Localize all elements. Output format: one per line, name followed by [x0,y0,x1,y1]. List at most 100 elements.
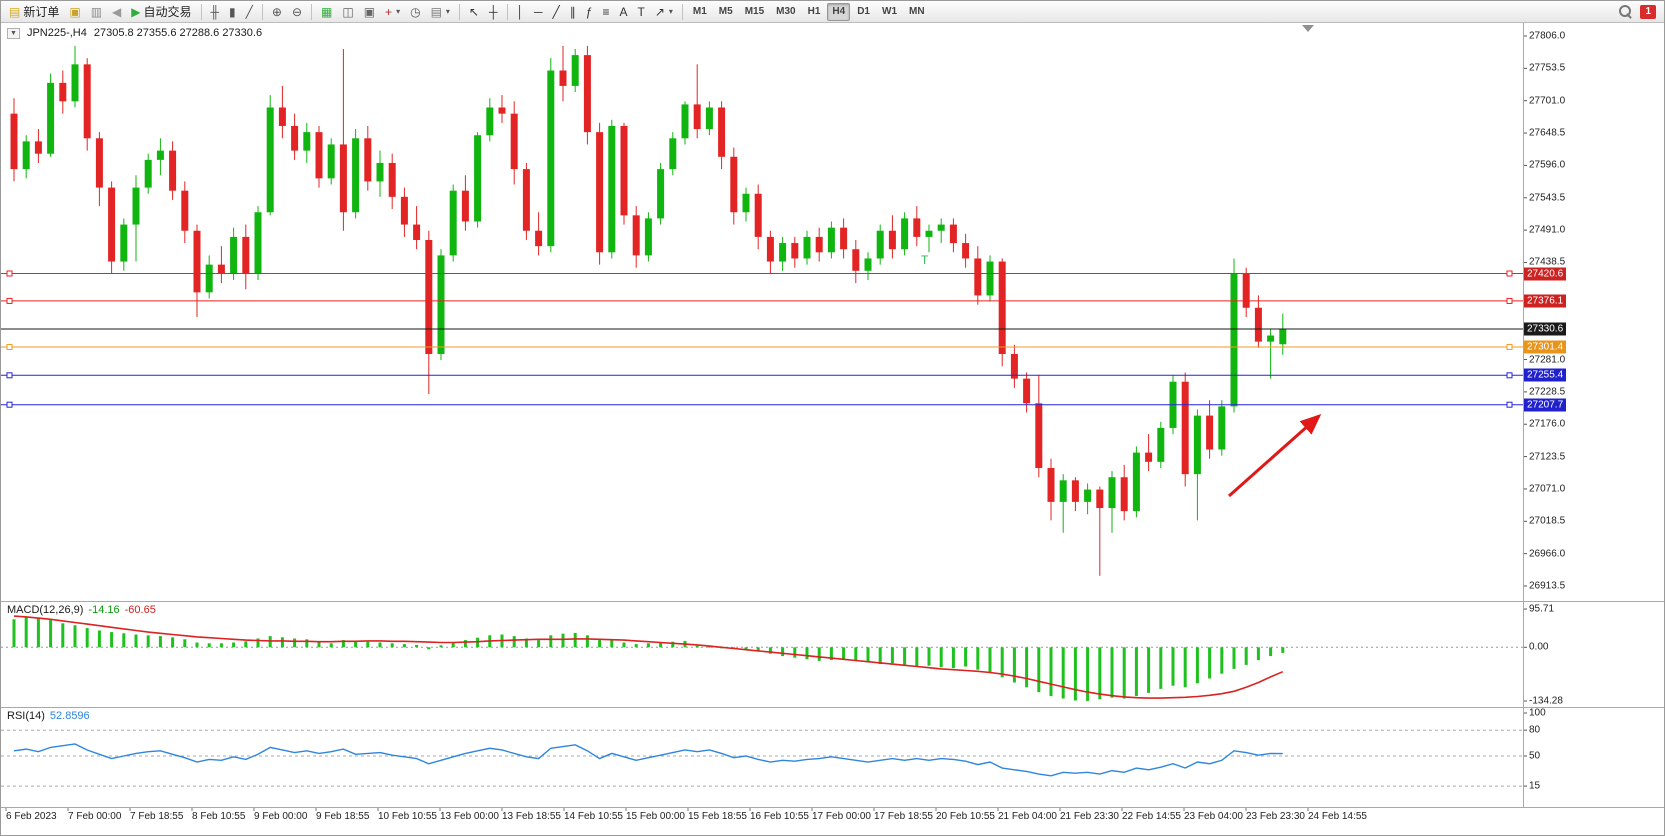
notification-badge[interactable]: 1 [1640,4,1656,19]
macd-signal-line [13,615,1284,699]
timeframe-m1-button[interactable]: M1 [692,6,707,17]
resistance-line-2-handle[interactable] [1506,297,1513,304]
ohlc-bars-button[interactable]: ╫ [207,3,224,21]
candle-body [937,224,945,231]
timeframe-m5-button[interactable]: M5 [718,6,733,17]
macd-histogram-bar [427,647,431,650]
candle-body [278,107,286,126]
timeframe-m30-button[interactable]: M30 [776,6,796,17]
zoom-in-button[interactable]: ⊕ [268,3,286,21]
period-button[interactable]: ◷ [406,3,424,21]
profiles-button[interactable]: ▥ [87,3,106,21]
crosshair-button[interactable]: ┼ [485,3,502,21]
vertical-line-button[interactable]: │ [513,3,529,21]
resistance-line-1-handle[interactable] [1506,270,1513,277]
arrows-button[interactable]: ↗ ▾ [651,3,677,21]
autotrade-button[interactable]: ▶ 自动交易 [127,3,195,21]
support-line-2-handle[interactable] [6,401,13,408]
text-annotation[interactable]: T [921,253,929,267]
macd-histogram-bar [671,641,675,648]
label-button[interactable]: T [633,3,648,21]
timeframe-h1-button[interactable]: H1 [807,6,821,17]
support-line-2-price-badge: 27207.7 [1524,398,1567,412]
text-icon: A [619,4,628,19]
timeframe-mn-button[interactable]: MN [909,6,925,17]
arrange-windows-button[interactable]: ◫ [338,3,357,21]
separator-rsi-timeaxis [1,807,1664,808]
pivot-line-orange-handle[interactable] [6,343,13,350]
cascade-windows-button[interactable]: ▣ [360,3,379,21]
snapshot-button[interactable]: ▤ ▾ [427,3,454,21]
support-line-1-handle[interactable] [1506,372,1513,379]
channel-button[interactable]: ∥ [566,3,580,21]
timeframe-m15-button[interactable]: M15 [744,6,765,17]
trend-arrow-annotation[interactable] [1228,414,1322,498]
chart-symbol: JPN225-,H4 [26,27,87,39]
separator-chart-macd[interactable] [1,601,1664,602]
zoom-out-button[interactable]: ⊖ [288,3,306,21]
time-axis-label: 13 Feb 00:00 [440,811,499,822]
tile-windows-icon: ▦ [321,4,333,19]
time-axis-label: 16 Feb 10:55 [750,811,809,822]
timeframe-w1-button[interactable]: W1 [882,6,897,17]
macd-histogram-bar [524,638,528,648]
cursor-button[interactable]: ↖ [465,3,483,21]
tile-windows-button[interactable]: ▦ [317,3,336,21]
macd-histogram-bar [305,639,309,648]
macd-histogram-bar [756,647,760,652]
time-axis-label: 9 Feb 18:55 [316,811,370,822]
vertical-line-icon: │ [516,4,525,19]
macd-histogram-bar [598,640,602,648]
cycle-lines-button[interactable]: ≡ [598,3,613,21]
timeframe-h4-button[interactable]: H4 [827,2,851,21]
rsi-panel[interactable] [1,707,1521,807]
price-axis[interactable] [1523,23,1664,807]
candle-body [425,239,433,354]
candle-body [10,113,18,170]
time-axis[interactable] [1,807,1664,835]
cursor-icon: ↖ [468,4,479,19]
search-icon[interactable] [1619,5,1632,18]
macd-histogram-bar [903,647,907,665]
macd-histogram-bar [1012,647,1016,683]
ohlc-bars-icon: ╫ [210,4,220,19]
price-tick-label: 27648.5 [1529,127,1566,139]
time-axis-label: 9 Feb 00:00 [254,811,308,822]
chart-shift-marker[interactable] [1302,25,1314,32]
time-axis-label: 6 Feb 2023 [6,811,57,822]
sound-alert-button[interactable]: ◀ [108,3,125,21]
separator-macd-rsi[interactable] [1,707,1664,708]
macd-histogram-bar [829,647,833,661]
candle-body [559,70,567,86]
time-axis-label: 17 Feb 18:55 [874,811,933,822]
support-line-1-handle[interactable] [6,372,13,379]
resistance-line-2-handle[interactable] [6,297,13,304]
macd-histogram-bar [1244,647,1248,665]
new-order-button[interactable]: ▤ 新订单 [5,3,63,21]
candle-body [266,107,274,213]
charts-button[interactable]: ▣ [65,3,84,21]
candle-body [413,224,421,240]
main-chart-panel[interactable] [1,23,1521,601]
time-axis-label: 23 Feb 04:00 [1184,811,1243,822]
pivot-line-orange-handle[interactable] [1506,343,1513,350]
macd-tick-label: 0.00 [1529,641,1549,653]
timeframe-d1-button[interactable]: D1 [857,6,870,17]
macd-histogram-bar [537,640,541,648]
horizontal-line-button[interactable]: ─ [530,3,547,21]
chart-dropdown-icon[interactable]: ▼ [7,27,20,39]
fibonacci-button[interactable]: ƒ [582,3,597,21]
support-line-2-handle[interactable] [1506,401,1513,408]
time-axis-label: 10 Feb 10:55 [378,811,437,822]
new-chart-button[interactable]: + ▾ [381,3,404,21]
new-chart-button-dropdown-icon: ▾ [396,7,401,16]
line-chart-button[interactable]: ╱ [242,3,257,21]
macd-value-main: -14.16 [88,604,120,616]
text-button[interactable]: A [615,3,631,21]
candle-body [962,243,970,259]
trendline-button[interactable]: ╱ [549,3,564,21]
macd-panel[interactable] [1,601,1521,707]
candlestick-button[interactable]: ▮ [225,3,240,21]
resistance-line-1-handle[interactable] [6,270,13,277]
candle-body [1267,335,1275,342]
